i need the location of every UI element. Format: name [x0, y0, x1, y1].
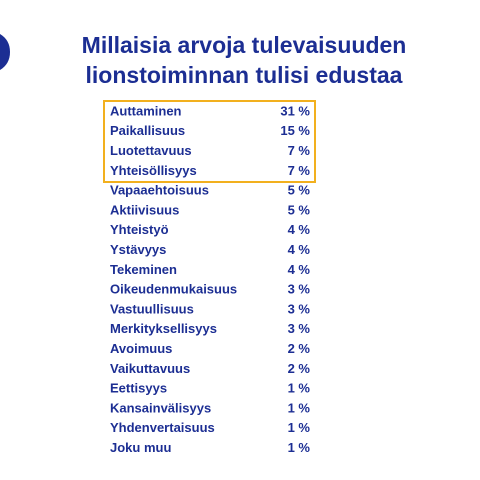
row-value: 5 %: [288, 202, 311, 217]
row-value: 15 %: [280, 123, 310, 138]
row-value: 3 %: [288, 282, 311, 297]
logo-fragment: [0, 34, 10, 70]
row-value: 1 %: [288, 440, 311, 455]
row-label: Tekeminen: [110, 262, 177, 277]
row-value: 4 %: [288, 262, 311, 277]
title-line: lionstoiminnan tulisi edustaa: [86, 62, 403, 88]
row-label: Vastuullisuus: [110, 301, 194, 316]
row-label: Vapaaehtoisuus: [110, 183, 209, 198]
row-label: Kansainvälisyys: [110, 400, 211, 415]
row-label: Aktiivisuus: [110, 202, 179, 217]
row-label: Luotettavuus: [110, 143, 192, 158]
row-value: 2 %: [288, 361, 311, 376]
row-label: Merkityksellisyys: [110, 321, 217, 336]
row-label: Joku muu: [110, 440, 171, 455]
row-label: Avoimuus: [110, 341, 172, 356]
row-value: 7 %: [288, 163, 311, 178]
row-label: Oikeudenmukaisuus: [110, 282, 237, 297]
row-value: 4 %: [288, 242, 311, 257]
row-label: Ystävyys: [110, 242, 166, 257]
highlight-box: [103, 100, 316, 183]
row-label: Vaikuttavuus: [110, 361, 190, 376]
row-label: Yhteisöllisyys: [110, 163, 197, 178]
row-label: Yhteistyö: [110, 222, 169, 237]
row-value: 3 %: [288, 321, 311, 336]
row-value: 5 %: [288, 183, 311, 198]
title-line: Millaisia arvoja tulevaisuuden: [82, 32, 407, 58]
row-label: Eettisyys: [110, 381, 167, 396]
row-value: 7 %: [288, 143, 311, 158]
row-value: 2 %: [288, 341, 311, 356]
row-label: Yhdenvertaisuus: [110, 420, 215, 435]
row-value: 1 %: [288, 381, 311, 396]
row-value: 1 %: [288, 400, 311, 415]
row-value: 1 %: [288, 420, 311, 435]
row-value: 3 %: [288, 301, 311, 316]
row-label: Auttaminen: [110, 103, 182, 118]
row-value: 4 %: [288, 222, 311, 237]
row-value: 31 %: [280, 103, 310, 118]
row-label: Paikallisuus: [110, 123, 185, 138]
